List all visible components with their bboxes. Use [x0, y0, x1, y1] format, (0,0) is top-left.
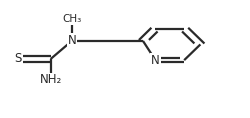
- Text: S: S: [14, 53, 22, 65]
- Text: CH₃: CH₃: [62, 14, 81, 24]
- Text: NH₂: NH₂: [39, 74, 62, 86]
- Text: N: N: [67, 34, 76, 47]
- Text: N: N: [150, 54, 159, 67]
